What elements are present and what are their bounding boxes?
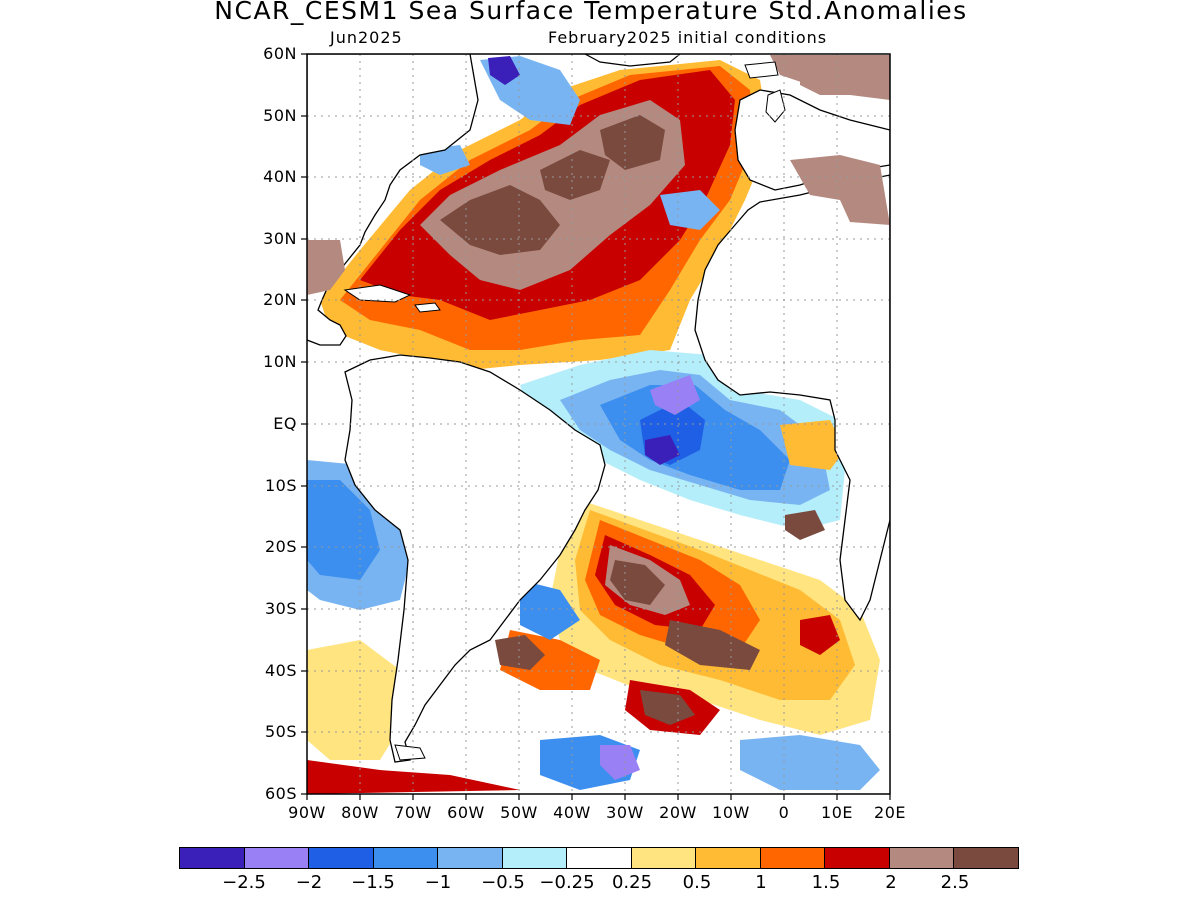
colorbar-label: −2 xyxy=(295,872,323,893)
colorbar-label: 0.5 xyxy=(682,872,712,893)
iberia-warm-anomaly xyxy=(790,155,890,225)
northern-europe-warm-anomaly xyxy=(800,55,890,95)
colorbar-swatch xyxy=(244,848,310,868)
colorbar xyxy=(179,847,1019,869)
colorbar-swatch xyxy=(567,848,632,868)
colorbar-swatch xyxy=(309,848,374,868)
colorbar-label: 1.5 xyxy=(811,872,841,893)
forecast-month: Jun2025 xyxy=(330,28,403,47)
lat-label-60s: 60S xyxy=(264,784,297,803)
lon-label-70w: 70W xyxy=(394,803,432,822)
map-title: NCAR_CESM1 Sea Surface Temperature Std.A… xyxy=(214,0,968,25)
lat-label-20n: 20N xyxy=(263,290,297,309)
graticule xyxy=(307,54,890,794)
colorbar-label: −2.5 xyxy=(222,872,266,893)
british-isles-land xyxy=(765,89,786,123)
colorbar-label: −1.5 xyxy=(351,872,395,893)
hispaniola-land xyxy=(414,302,441,313)
colorbar-label: 2.5 xyxy=(940,872,970,893)
iceland-land xyxy=(744,61,779,79)
lon-label-10w: 10W xyxy=(712,803,750,822)
lon-label-60w: 60W xyxy=(447,803,485,822)
lon-label-80w: 80W xyxy=(341,803,379,822)
south-atlantic-warm-anomaly xyxy=(307,500,880,794)
cuba-land xyxy=(343,284,412,303)
lat-label-10s: 10S xyxy=(264,476,297,495)
colorbar-label: 0.25 xyxy=(611,872,653,893)
lon-label-40w: 40W xyxy=(553,803,591,822)
lat-label-30n: 30N xyxy=(263,229,297,248)
colorbar-swatch xyxy=(502,848,568,868)
lon-label-0: 0 xyxy=(778,803,790,822)
colorbar-label: 1 xyxy=(755,872,767,893)
lon-label-50w: 50W xyxy=(500,803,538,822)
colorbar-swatch xyxy=(373,848,439,868)
initial-conditions: February2025 initial conditions xyxy=(548,28,828,47)
lat-label-20s: 20S xyxy=(264,537,297,556)
lat-label-50n: 50N xyxy=(263,106,297,125)
colorbar-swatch xyxy=(438,848,503,868)
lat-label-50s: 50S xyxy=(264,722,297,741)
lon-label-90w: 90W xyxy=(288,803,326,822)
lat-label-60n: 60N xyxy=(263,44,297,63)
colorbar-swatch xyxy=(696,848,761,868)
greenland-land xyxy=(584,54,681,67)
africa-land xyxy=(694,174,890,622)
tierra-del-fuego-land xyxy=(394,744,426,761)
lon-label-20w: 20W xyxy=(659,803,697,822)
lat-label-40s: 40S xyxy=(264,661,297,680)
colorbar-swatch xyxy=(889,848,955,868)
colorbar-swatch xyxy=(954,848,1018,868)
colorbar-label: −0.5 xyxy=(481,872,525,893)
lon-label-20e: 20E xyxy=(874,803,906,822)
colorbar-swatch xyxy=(180,848,245,868)
colorbar-label: −0.25 xyxy=(539,872,595,893)
colorbar-swatch xyxy=(825,848,890,868)
gulf-of-mexico-anomaly xyxy=(307,240,345,295)
lon-label-10e: 10E xyxy=(821,803,853,822)
colorbar-label: −1 xyxy=(424,872,452,893)
north-america-land xyxy=(307,54,479,346)
lon-label-30w: 30W xyxy=(606,803,644,822)
colorbar-swatch xyxy=(760,848,826,868)
lat-label-10n: 10N xyxy=(263,352,297,371)
colorbar-swatch xyxy=(631,848,697,868)
lat-label-40n: 40N xyxy=(263,167,297,186)
lat-label-eq: EQ xyxy=(273,414,297,433)
lat-label-30s: 30S xyxy=(264,599,297,618)
tick-marks xyxy=(301,53,891,800)
colorbar-label: 2 xyxy=(885,872,897,893)
south-america-land xyxy=(344,354,606,763)
tropical-atlantic-cool-anomaly xyxy=(307,350,845,610)
